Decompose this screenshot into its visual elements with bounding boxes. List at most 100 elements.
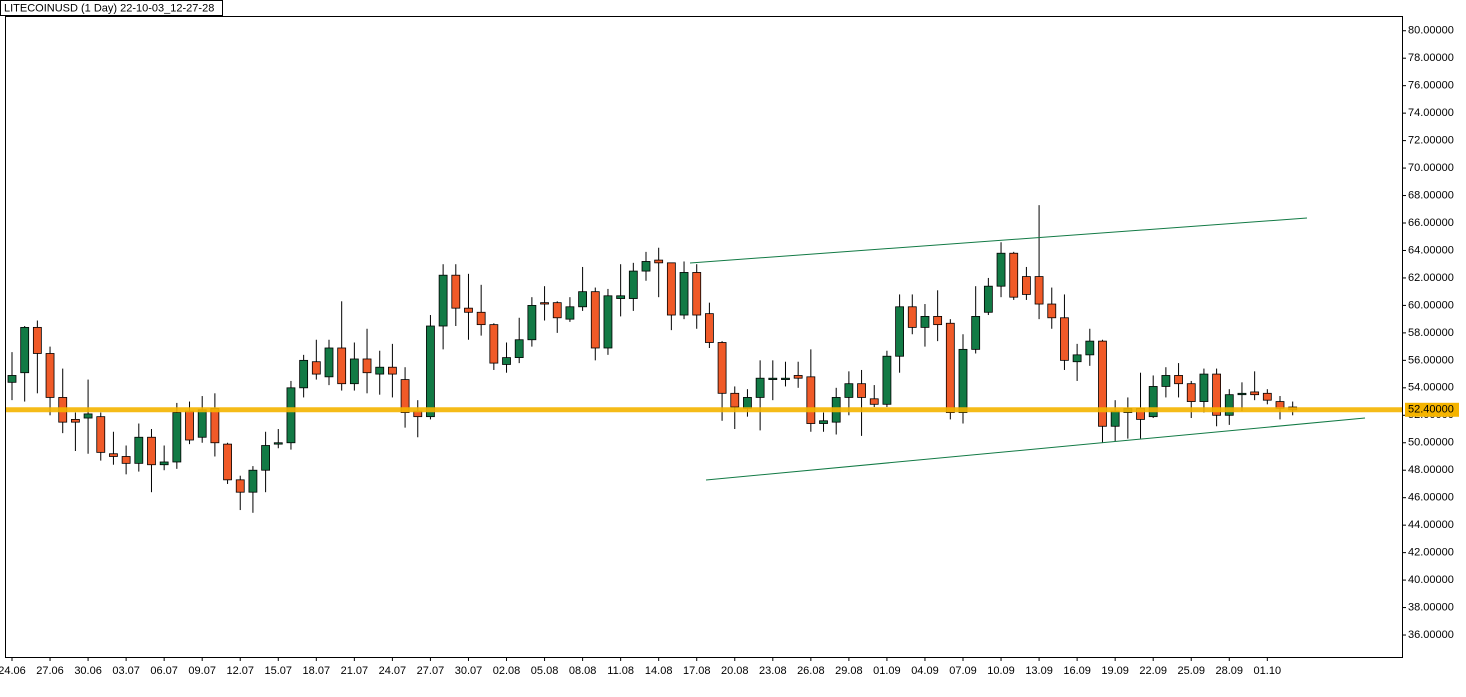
- candle-body: [1262, 392, 1272, 401]
- candle-body: [527, 305, 537, 341]
- candle-body: [1174, 375, 1183, 385]
- candle-body: [730, 392, 740, 408]
- candle-body: [147, 436, 156, 466]
- candle-body: [349, 358, 359, 385]
- candle-body: [1034, 276, 1044, 305]
- candle-body: [71, 419, 80, 423]
- candle-body: [540, 302, 549, 305]
- candle-body: [958, 348, 968, 413]
- candle-body: [1072, 354, 1082, 363]
- candle-body: [565, 306, 575, 320]
- y-tick-label: 38.00000: [1408, 601, 1454, 613]
- candle-body: [235, 479, 245, 493]
- candle-body: [819, 420, 828, 424]
- candle-body: [578, 291, 587, 308]
- candle-body: [1161, 375, 1171, 387]
- x-tick-label: 27.06: [36, 665, 64, 677]
- candle-body: [210, 408, 220, 444]
- candle-body: [895, 306, 904, 357]
- x-tick-label: 26.08: [797, 665, 825, 677]
- y-tick-label: 36.00000: [1408, 629, 1454, 641]
- candle-body: [83, 413, 93, 419]
- trend-line: [689, 217, 1308, 264]
- y-tick-label: 46.00000: [1408, 492, 1454, 504]
- x-tick-label: 07.09: [949, 665, 977, 677]
- candle-body: [920, 315, 930, 328]
- candle-body: [552, 302, 562, 319]
- title-box: [0, 0, 223, 16]
- x-tick-label: 12.07: [226, 665, 254, 677]
- y-tick-label: 54.00000: [1408, 382, 1454, 394]
- x-tick-label: 24.06: [0, 665, 26, 677]
- candle-body: [426, 325, 435, 418]
- candle-body: [717, 342, 727, 394]
- candle-body: [109, 453, 118, 457]
- candle-body: [882, 355, 892, 405]
- x-tick-label: 25.09: [1177, 665, 1205, 677]
- candle-body: [96, 416, 106, 453]
- candle-body: [438, 274, 448, 327]
- candle-body: [1060, 317, 1069, 361]
- trend-line: [705, 417, 1366, 481]
- y-tick-label: 60.00000: [1408, 299, 1454, 311]
- y-tick-label: 48.00000: [1408, 464, 1454, 476]
- candle-body: [1199, 373, 1209, 402]
- candle-body: [603, 295, 613, 349]
- candle-body: [869, 398, 879, 405]
- x-tick-label: 21.07: [341, 665, 369, 677]
- x-tick-label: 05.08: [531, 665, 559, 677]
- trend-lines: [689, 217, 1366, 481]
- x-tick-label: 01.09: [873, 665, 901, 677]
- candle-body: [197, 409, 207, 438]
- plot-frame: [5, 16, 1403, 658]
- candle-body: [768, 377, 778, 380]
- candle-body: [1098, 340, 1107, 427]
- candle-body: [476, 311, 486, 326]
- x-tick-label: 11.08: [607, 665, 634, 677]
- candle-body: [945, 322, 955, 413]
- x-tick-label: 20.08: [721, 665, 749, 677]
- x-tick-label: 03.07: [112, 665, 140, 677]
- candle-body: [616, 295, 626, 299]
- y-tick-label: 58.00000: [1408, 327, 1454, 339]
- x-tick-label: 23.08: [759, 665, 787, 677]
- y-tick-label: 80.00000: [1408, 25, 1454, 37]
- price-label-box: [1405, 402, 1459, 417]
- candle-body: [32, 326, 42, 354]
- candle-body: [286, 387, 296, 444]
- candle-body: [20, 326, 30, 374]
- candle-body: [692, 272, 702, 316]
- y-tick-label: 76.00000: [1408, 80, 1454, 92]
- candle-body: [172, 412, 182, 463]
- y-tick-label: 74.00000: [1408, 107, 1454, 119]
- candle-body: [907, 306, 917, 328]
- y-tick-label: 64.00000: [1408, 244, 1454, 256]
- x-tick-label: 17.08: [683, 665, 711, 677]
- candle-body: [628, 270, 638, 299]
- y-tick-label: 40.00000: [1408, 574, 1454, 586]
- candle-body: [983, 285, 993, 313]
- candle-body: [400, 379, 410, 413]
- x-tick-label: 29.08: [835, 665, 863, 677]
- x-tick-label: 27.07: [417, 665, 445, 677]
- candle-body: [1047, 303, 1057, 319]
- candle-body: [121, 456, 131, 464]
- x-tick-label: 06.07: [150, 665, 178, 677]
- candle-body: [996, 252, 1006, 287]
- y-tick-label: 78.00000: [1408, 52, 1454, 64]
- x-tick-label: 15.07: [265, 665, 293, 677]
- candle-body: [705, 313, 714, 343]
- candle-body: [502, 357, 511, 365]
- candle-body: [337, 347, 347, 385]
- y-tick-label: 56.00000: [1408, 354, 1454, 366]
- x-tick-label: 13.09: [1025, 665, 1053, 677]
- candle-body: [451, 274, 461, 309]
- candle-body: [387, 366, 397, 375]
- candle-body: [362, 358, 372, 374]
- candle-body: [223, 443, 232, 481]
- candle-body: [7, 375, 17, 383]
- x-tick-label: 01.10: [1254, 665, 1282, 677]
- candle-body: [590, 291, 600, 349]
- candle-body: [311, 361, 321, 375]
